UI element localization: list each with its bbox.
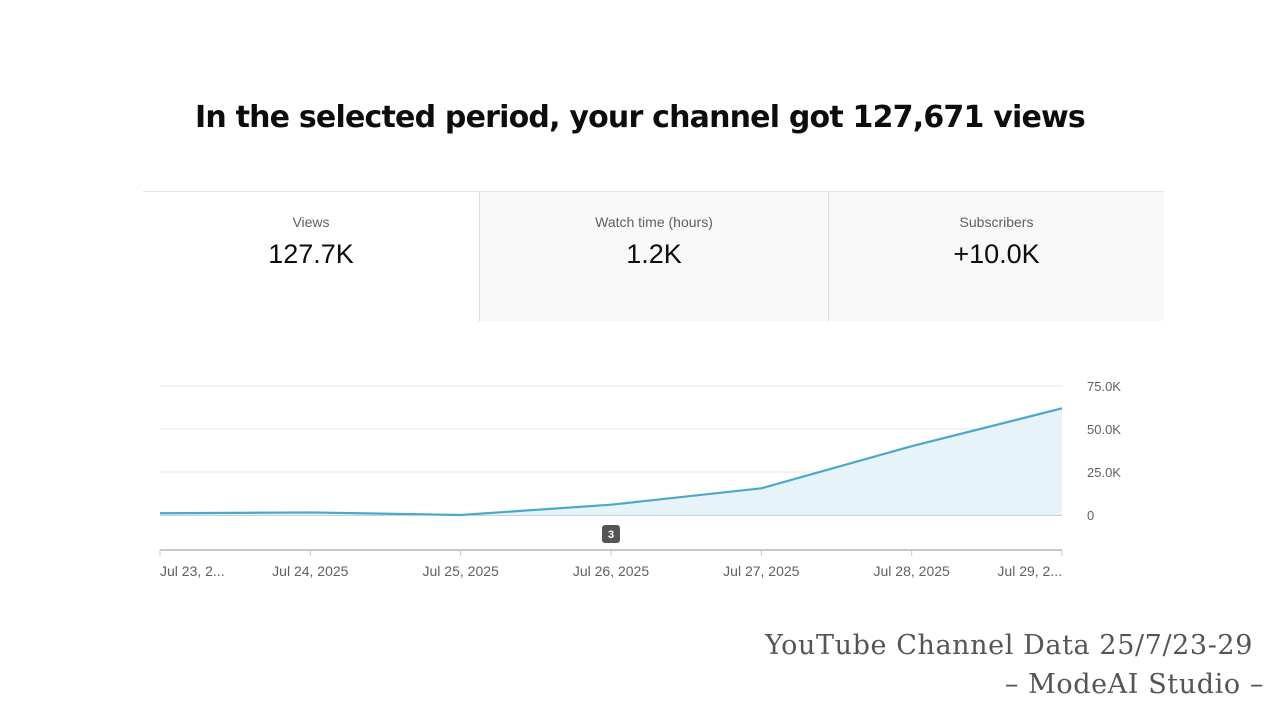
x-tick-label: Jul 25, 2025	[423, 563, 499, 579]
area-fill	[160, 408, 1062, 515]
y-tick-label: 0	[1087, 508, 1094, 523]
y-tick-label: 50.0K	[1087, 422, 1121, 437]
metric-label: Watch time (hours)	[595, 214, 713, 230]
x-tick-label: Jul 28, 2025	[874, 563, 950, 579]
metric-tab-watch-time[interactable]: Watch time (hours) 1.2K	[479, 192, 828, 321]
footer-caption: YouTube Channel Data 25/7/23-29	[765, 630, 1253, 661]
y-tick-label: 25.0K	[1087, 465, 1121, 480]
event-marker-badge	[602, 525, 620, 543]
x-tick-label: Jul 24, 2025	[272, 563, 348, 579]
footer-credit: – ModeAI Studio –	[1004, 669, 1264, 700]
metric-tab-subscribers[interactable]: Subscribers +10.0K	[828, 192, 1164, 321]
metric-tab-views[interactable]: Views 127.7K	[143, 192, 479, 321]
series-line	[159, 407, 1063, 517]
views-chart: 0 25.0K 50.0K 75.0K Jul 23, 2... Jul 24, 2025…	[159, 379, 1121, 579]
x-tick-label: Jul 23, 2...	[160, 563, 225, 579]
metric-value: 127.7K	[268, 239, 354, 269]
metric-value: 1.2K	[626, 239, 682, 269]
x-tick-label: Jul 26, 2025	[573, 563, 649, 579]
x-tick-label: Jul 27, 2025	[723, 563, 799, 579]
metric-label: Views	[292, 214, 330, 230]
event-marker-label: 3	[608, 529, 614, 541]
y-tick-label: 75.0K	[1087, 379, 1121, 394]
metric-label: Subscribers	[959, 214, 1034, 230]
metric-value: +10.0K	[953, 239, 1040, 269]
x-tick-label: Jul 29, 2...	[997, 563, 1062, 579]
page-title: In the selected period, your channel got…	[195, 100, 1086, 135]
metric-tabs: Views 127.7K Watch time (hours) 1.2K Sub…	[143, 191, 1164, 321]
